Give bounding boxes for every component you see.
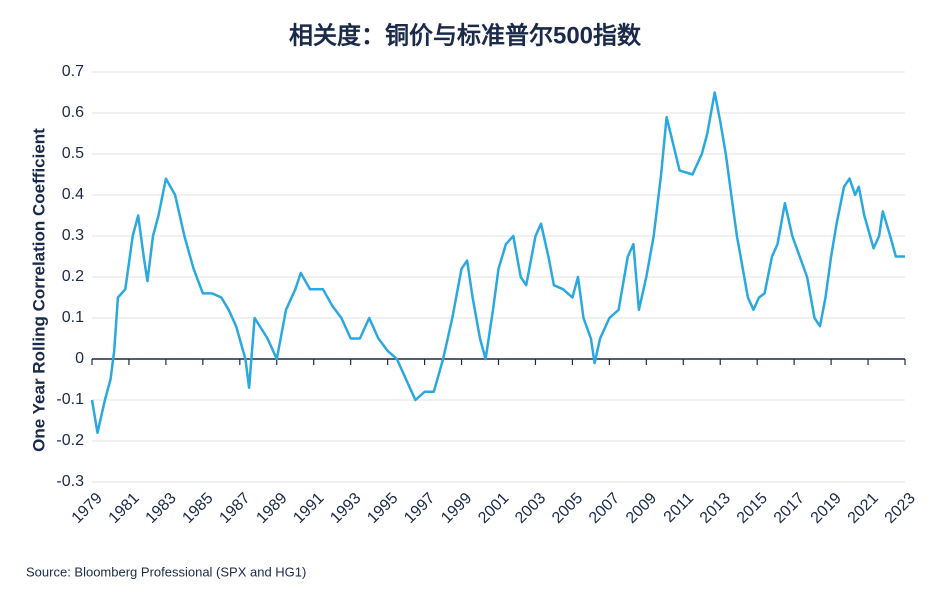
source-note: Source: Bloomberg Professional (SPX and … [26, 564, 306, 579]
x-tick-label: 1991 [290, 490, 327, 527]
x-tick-label: 2003 [512, 490, 549, 527]
x-tick-label: 2007 [586, 490, 623, 527]
x-tick-label: 1997 [401, 490, 438, 527]
y-tick-label: 0.6 [62, 104, 84, 121]
x-tick-label: 2023 [882, 490, 919, 527]
x-tick-label: 1987 [216, 490, 253, 527]
y-tick-label: 0.2 [62, 268, 84, 285]
x-tick-label: 2013 [697, 490, 734, 527]
x-tick-label: 1981 [106, 490, 143, 527]
x-tick-label: 2011 [661, 490, 697, 526]
y-tick-label: 0.4 [62, 186, 84, 203]
x-tick-label: 1983 [143, 490, 180, 527]
x-tick-label: 1999 [438, 490, 475, 527]
x-tick-label: 1985 [179, 490, 216, 527]
x-tick-label: 2019 [808, 490, 845, 527]
y-tick-label: 0.7 [62, 63, 84, 80]
y-tick-label: 0.1 [62, 309, 84, 326]
y-tick-label: 0 [75, 350, 84, 367]
y-tick-label: -0.3 [56, 473, 84, 490]
y-tick-label: -0.1 [56, 391, 84, 408]
x-tick-label: 1993 [327, 490, 364, 527]
x-tick-label: 1989 [253, 490, 290, 527]
x-tick-label: 1979 [69, 490, 106, 527]
chart-title: 相关度：铜价与标准普尔500指数 [289, 21, 642, 49]
x-tick-label: 2017 [771, 490, 808, 527]
x-tick-label: 1995 [364, 490, 401, 527]
x-tick-label: 2015 [734, 490, 771, 527]
y-tick-label: 0.3 [62, 227, 84, 244]
data-line [90, 91, 905, 435]
y-tick-label: 0.5 [62, 145, 84, 162]
y-tick-label: -0.2 [56, 432, 84, 449]
x-tick-label: 2001 [475, 490, 512, 527]
y-axis-label: One Year Rolling Correlation Coefficient [29, 128, 48, 452]
x-tick-label: 2005 [549, 490, 586, 527]
x-tick-label: 2009 [623, 490, 660, 527]
x-tick-label: 2021 [845, 490, 882, 527]
